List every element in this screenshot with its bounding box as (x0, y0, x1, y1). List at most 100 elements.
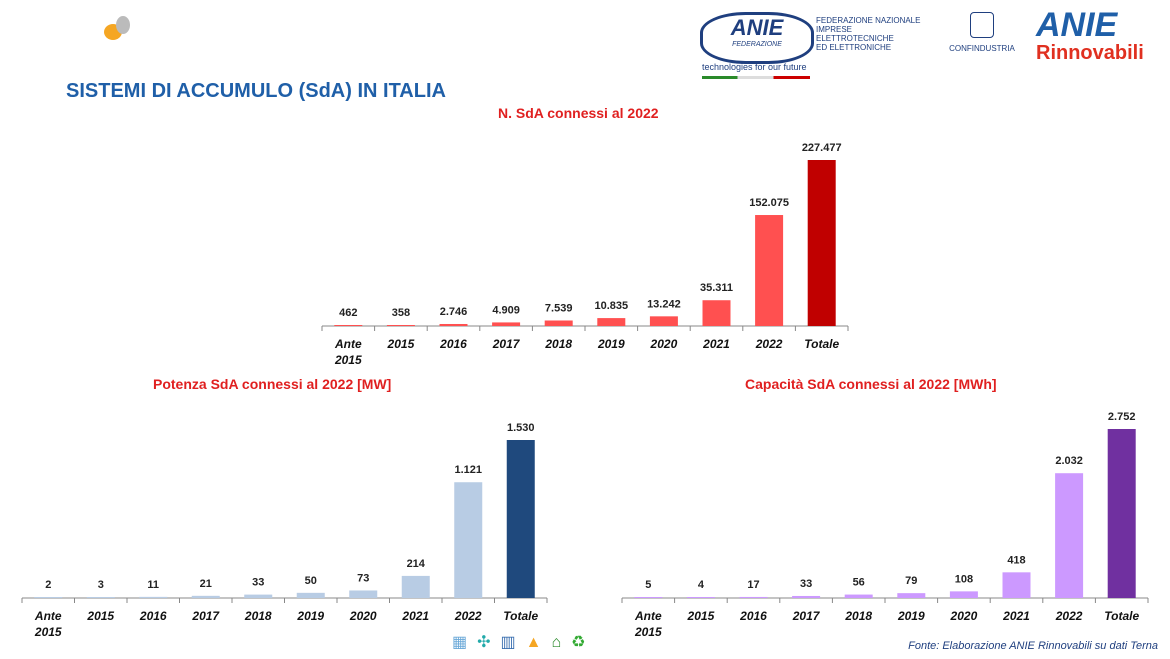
bee-icon (104, 14, 138, 44)
category-label: 2017 (492, 337, 521, 351)
data-label: 2.032 (1055, 455, 1083, 467)
category-label: 2018 (244, 609, 272, 623)
data-label: 33 (800, 578, 812, 590)
data-label: 462 (339, 307, 357, 319)
category-label: 2017 (792, 609, 821, 623)
source-note: Fonte: Elaborazione ANIE Rinnovabili su … (908, 640, 1158, 652)
bar-2018 (844, 594, 873, 598)
category-label: Ante (34, 609, 62, 623)
category-label: 2022 (1055, 609, 1083, 623)
category-label: Totale (503, 609, 538, 623)
category-label: 2021 (401, 609, 429, 623)
category-label: 2020 (950, 609, 978, 623)
data-label: 17 (747, 579, 759, 591)
bar-2019 (897, 593, 926, 598)
category-label: 2020 (349, 609, 377, 623)
page-title: SISTEMI DI ACCUMULO (SdA) IN ITALIA (66, 80, 446, 102)
category-label: 2018 (844, 609, 872, 623)
bar-2018 (244, 594, 273, 598)
bar-2016 (139, 596, 168, 598)
bar-Ante-2015 (34, 597, 63, 598)
bar-2021 (1002, 572, 1031, 598)
category-label: Ante (334, 337, 362, 351)
data-label: 11 (147, 579, 159, 591)
category-label: 2021 (702, 337, 730, 351)
data-label: 4.909 (492, 304, 520, 316)
bar-2022 (1055, 473, 1084, 598)
bar-Ante-2015 (634, 597, 663, 598)
bar-2019 (296, 592, 325, 598)
bar-Totale (506, 440, 535, 598)
category-label: Totale (804, 337, 839, 351)
data-label: 7.539 (545, 302, 573, 314)
bar-2016 (739, 596, 768, 598)
data-label: 35.311 (700, 282, 733, 294)
data-label: 3 (98, 579, 104, 591)
data-label: 50 (305, 575, 317, 587)
category-label: 2019 (897, 609, 925, 623)
bar-2020 (649, 316, 678, 326)
bar-Totale (1107, 429, 1136, 598)
data-label: 4 (698, 579, 705, 591)
category-label: 2017 (191, 609, 220, 623)
data-label: 108 (955, 573, 973, 585)
category-label: 2015 (334, 353, 362, 367)
data-label: 227.477 (802, 142, 842, 154)
category-label: 2016 (739, 609, 767, 623)
data-label: 13.242 (647, 298, 681, 310)
confindustria-logo: CONFINDUSTRIA (944, 12, 1020, 53)
bar-2020 (349, 590, 378, 598)
data-label: 79 (905, 575, 917, 587)
category-label: 2016 (439, 337, 467, 351)
category-label: 2022 (454, 609, 482, 623)
chart1-title: N. SdA connessi al 2022 (498, 105, 659, 121)
bar-2018 (544, 320, 573, 326)
bar-2015 (386, 325, 415, 326)
bar-Totale (807, 160, 836, 326)
bar-2020 (949, 591, 978, 598)
category-label: 2016 (139, 609, 167, 623)
anie-logo: ANIE FEDERAZIONE FEDERAZIONE NAZIONALE IM… (700, 12, 930, 82)
footer-icons: ▦ ✣ ▥ ▲ ⌂ ♻ (452, 634, 586, 652)
data-label: 358 (392, 307, 410, 319)
bar-2017 (191, 595, 220, 598)
category-label: Ante (634, 609, 662, 623)
data-label: 73 (357, 572, 369, 584)
data-label: 1.121 (454, 464, 482, 476)
bar-2021 (702, 300, 731, 326)
category-label: 2019 (597, 337, 625, 351)
data-label: 2 (45, 579, 51, 591)
bar-2022 (454, 482, 483, 598)
bar-2015 (86, 597, 115, 598)
bar-2019 (597, 318, 626, 326)
data-label: 2.752 (1108, 411, 1136, 423)
chart2-title: Potenza SdA connessi al 2022 [MW] (153, 376, 392, 392)
bar-2017 (492, 322, 521, 326)
category-label: 2015 (634, 625, 662, 639)
bar-2017 (792, 595, 821, 598)
bar-Ante-2015 (334, 325, 363, 326)
bar-2016 (439, 323, 468, 326)
category-label: 2019 (296, 609, 324, 623)
category-label: 2015 (34, 625, 62, 639)
data-label: 2.746 (440, 306, 468, 318)
bar-2022 (755, 215, 784, 326)
geothermal-icon: ▲ (525, 634, 542, 651)
hydro-icon: ▥ (500, 634, 516, 651)
category-label: Totale (1104, 609, 1139, 623)
data-label: 418 (1007, 554, 1025, 566)
bar-2021 (401, 575, 430, 598)
bar-2015 (686, 597, 715, 598)
data-label: 152.075 (749, 197, 789, 209)
data-label: 214 (407, 558, 426, 570)
wind-turbine-icon: ✣ (477, 634, 491, 651)
data-label: 33 (252, 577, 264, 589)
category-label: 2021 (1002, 609, 1030, 623)
house-icon: ⌂ (551, 634, 562, 651)
data-label: 56 (853, 577, 865, 589)
data-label: 5 (645, 579, 651, 591)
category-label: 2018 (544, 337, 572, 351)
chart3-title: Capacità SdA connessi al 2022 [MWh] (745, 376, 997, 392)
anie-rinnovabili-logo: ANIE Rinnovabili (1036, 6, 1144, 64)
